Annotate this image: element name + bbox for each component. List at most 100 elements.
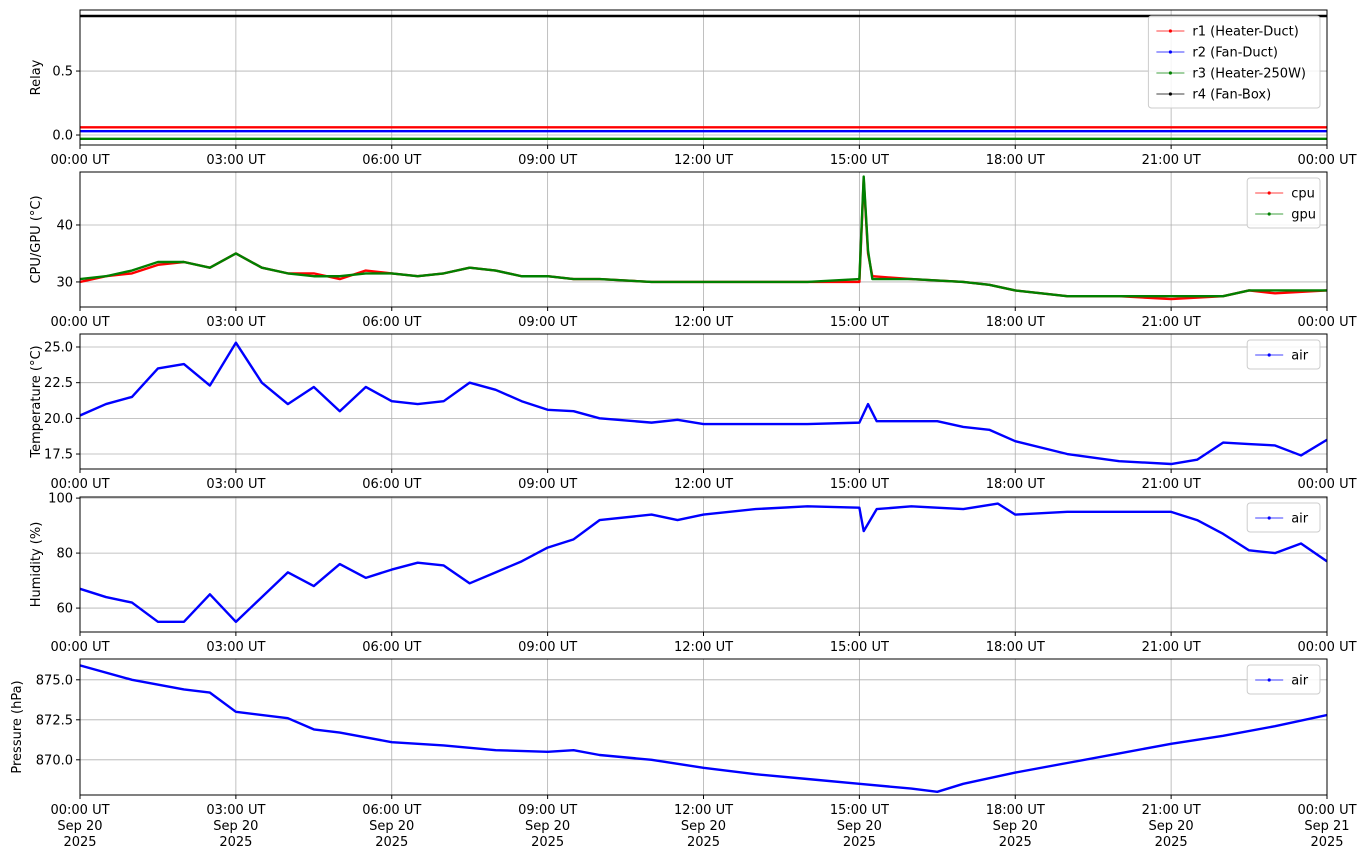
x-tick-label: 2025: [687, 835, 720, 850]
x-tick-label: 06:00 UT: [362, 153, 421, 168]
x-tick-label: 12:00 UT: [674, 315, 733, 330]
x-tick-label: 03:00 UT: [206, 477, 265, 492]
x-tick-label: 15:00 UT: [830, 477, 889, 492]
y-axis-label: CPU/GPU (°C): [29, 195, 44, 283]
y-tick-label: 870.0: [36, 753, 73, 768]
x-tick-label: 12:00 UT: [674, 803, 733, 818]
legend-box: [1246, 664, 1321, 695]
x-tick-label: 12:00 UT: [674, 153, 733, 168]
x-tick-label: 18:00 UT: [986, 477, 1045, 492]
x-tick-label: Sep 20: [993, 819, 1038, 834]
y-axis-label: Humidity (%): [29, 522, 44, 608]
legend-marker: [1168, 71, 1172, 75]
x-tick-label: 18:00 UT: [986, 640, 1045, 655]
legend-label: air: [1291, 674, 1309, 689]
x-tick-label: 06:00 UT: [362, 477, 421, 492]
legend-box: [1147, 15, 1321, 109]
y-tick-label: 872.5: [36, 713, 73, 728]
legend-marker: [1267, 678, 1271, 682]
x-tick-label: 00:00 UT: [1297, 153, 1356, 168]
x-tick-label: 2025: [375, 835, 408, 850]
x-tick-label: 18:00 UT: [986, 153, 1045, 168]
legend-label: r3 (Heater-250W): [1192, 67, 1306, 82]
x-tick-label: Sep 20: [837, 819, 882, 834]
x-tick-label: 18:00 UT: [986, 315, 1045, 330]
y-tick-label: 17.5: [44, 448, 73, 463]
series-line: [80, 502, 1327, 624]
x-tick-label: 09:00 UT: [518, 153, 577, 168]
x-tick-label: 03:00 UT: [206, 640, 265, 655]
plot-area: [80, 664, 1327, 793]
x-tick-label: 2025: [999, 835, 1032, 850]
x-tick-label: 00:00 UT: [1297, 315, 1356, 330]
legend-box: [1246, 339, 1321, 370]
y-tick-label: 20.0: [44, 412, 73, 427]
y-axis-label: Relay: [29, 59, 44, 95]
legend-label: air: [1291, 349, 1309, 364]
axes-frame: [79, 496, 1328, 633]
x-tick-label: 03:00 UT: [206, 803, 265, 818]
x-tick-label: 00:00 UT: [50, 477, 109, 492]
x-tick-label: Sep 20: [57, 819, 102, 834]
legend-label: air: [1291, 512, 1309, 527]
x-tick-label: 2025: [843, 835, 876, 850]
x-tick-label: 03:00 UT: [206, 315, 265, 330]
legend-label: gpu: [1291, 208, 1316, 223]
x-tick-label: 09:00 UT: [518, 315, 577, 330]
plot-area: [80, 175, 1327, 301]
x-tick-label: 12:00 UT: [674, 640, 733, 655]
x-tick-label: 06:00 UT: [362, 315, 421, 330]
x-tick-label: 06:00 UT: [362, 803, 421, 818]
plot-area: [80, 341, 1327, 466]
plot-area: [80, 502, 1327, 624]
y-tick-label: 40: [56, 218, 73, 233]
x-tick-label: Sep 20: [681, 819, 726, 834]
legend-marker: [1267, 516, 1271, 520]
x-tick-label: 2025: [1155, 835, 1188, 850]
y-tick-label: 60: [56, 602, 73, 617]
x-tick-label: 00:00 UT: [50, 803, 109, 818]
x-tick-label: 00:00 UT: [1297, 803, 1356, 818]
y-tick-label: 80: [56, 547, 73, 562]
x-tick-label: 15:00 UT: [830, 315, 889, 330]
y-axis-label: Temperature (°C): [29, 345, 44, 458]
x-tick-label: Sep 20: [213, 819, 258, 834]
x-tick-label: 21:00 UT: [1142, 803, 1201, 818]
x-tick-label: 21:00 UT: [1142, 153, 1201, 168]
series-line: [80, 664, 1327, 793]
legend-marker: [1168, 50, 1172, 54]
axes-frame: [79, 658, 1328, 796]
legend-marker: [1267, 191, 1271, 195]
x-tick-label: 09:00 UT: [518, 477, 577, 492]
axes-frame: [79, 9, 1328, 146]
x-tick-label: 21:00 UT: [1142, 640, 1201, 655]
x-tick-label: 00:00 UT: [50, 315, 109, 330]
x-tick-label: 09:00 UT: [518, 803, 577, 818]
x-tick-label: 2025: [1310, 835, 1343, 850]
axes-frame: [79, 333, 1328, 470]
x-tick-label: Sep 20: [369, 819, 414, 834]
legend-box: [1246, 502, 1321, 533]
x-tick-label: 2025: [531, 835, 564, 850]
legend-label: r4 (Fan-Box): [1192, 88, 1271, 103]
x-tick-label: 06:00 UT: [362, 640, 421, 655]
x-tick-label: 2025: [219, 835, 252, 850]
plot-area: [80, 14, 1327, 141]
y-tick-label: 0.5: [52, 65, 73, 80]
legend-marker: [1267, 212, 1271, 216]
y-tick-label: 100: [48, 492, 73, 507]
legend-marker: [1168, 29, 1172, 33]
x-tick-label: 00:00 UT: [1297, 477, 1356, 492]
legend-label: cpu: [1291, 187, 1315, 202]
legend-label: r2 (Fan-Duct): [1192, 46, 1278, 61]
x-tick-label: 15:00 UT: [830, 803, 889, 818]
legend-marker: [1168, 92, 1172, 96]
x-tick-label: 00:00 UT: [1297, 640, 1356, 655]
x-tick-label: 15:00 UT: [830, 640, 889, 655]
y-tick-label: 25.0: [44, 340, 73, 355]
legend-label: r1 (Heater-Duct): [1192, 25, 1298, 40]
x-tick-label: 09:00 UT: [518, 640, 577, 655]
x-tick-label: 00:00 UT: [50, 153, 109, 168]
series-line: [80, 175, 1327, 298]
